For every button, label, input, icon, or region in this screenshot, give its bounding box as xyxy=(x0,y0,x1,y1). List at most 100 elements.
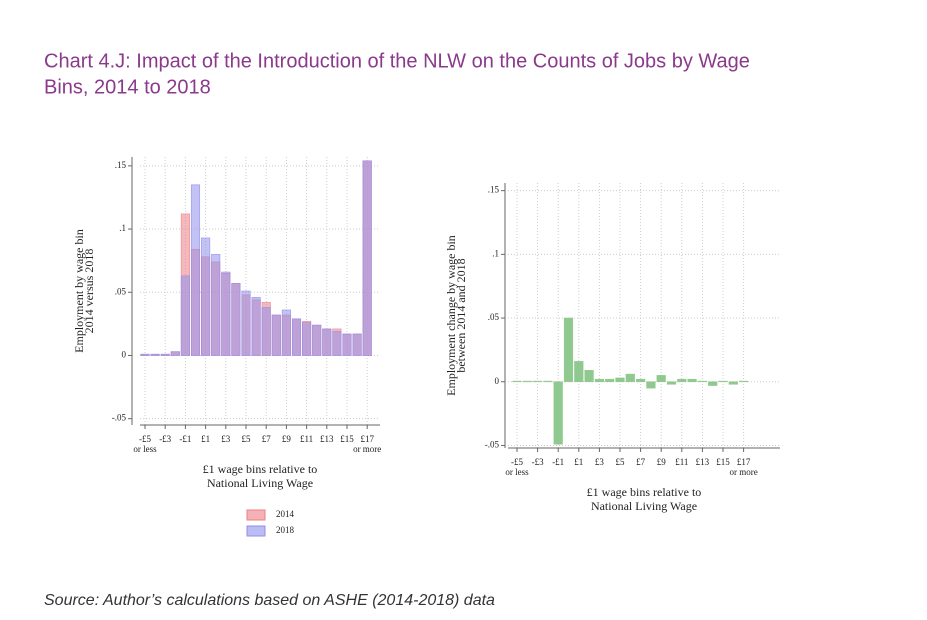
source: Source: Author’s calculations based on A… xyxy=(44,592,495,609)
x-axis-label: National Living Wage xyxy=(207,476,313,490)
bar xyxy=(615,377,625,383)
x-note: or more xyxy=(729,467,757,477)
bar xyxy=(291,318,302,356)
bar xyxy=(728,381,738,385)
bar xyxy=(362,160,372,356)
x-tick-label: -£3 xyxy=(159,434,171,444)
x-tick-label: £1 xyxy=(574,457,583,467)
bar xyxy=(302,322,312,356)
y-tick-label: .05 xyxy=(488,312,500,322)
bar xyxy=(211,254,221,356)
bar xyxy=(241,290,251,356)
bar xyxy=(738,380,749,383)
bar xyxy=(697,380,708,383)
y-tick-label: .1 xyxy=(119,223,126,233)
x-tick-label: £15 xyxy=(340,434,354,444)
bar xyxy=(170,351,180,356)
bar xyxy=(312,324,322,356)
x-note: or less xyxy=(133,444,157,454)
bar xyxy=(677,378,687,383)
bar xyxy=(231,283,241,356)
x-tick-label: £1 xyxy=(201,434,210,444)
y-tick-label: .05 xyxy=(115,286,127,296)
bar xyxy=(574,361,584,383)
x-axis-label: £1 wage bins relative to xyxy=(203,462,318,476)
legend-label: 2014 xyxy=(276,509,295,519)
bar xyxy=(646,381,656,389)
bar xyxy=(666,381,677,385)
legend-label: 2018 xyxy=(276,525,295,535)
x-tick-label: -£5 xyxy=(511,457,523,467)
bar xyxy=(221,271,231,356)
x-axis-label: £1 wage bins relative to xyxy=(587,485,702,499)
bar xyxy=(160,353,170,356)
bar xyxy=(251,297,261,356)
y-tick-label: -.05 xyxy=(485,440,500,450)
x-note: or more xyxy=(353,444,381,454)
bar xyxy=(271,314,281,356)
bar xyxy=(625,373,635,383)
y-axis-label: Employment change by wage bin xyxy=(444,235,458,396)
bar xyxy=(522,380,532,383)
x-tick-label: £11 xyxy=(300,434,313,444)
x-tick-label: £7 xyxy=(262,434,272,444)
legend-swatch xyxy=(246,509,266,521)
bar xyxy=(150,353,160,356)
bar xyxy=(322,328,332,356)
bar xyxy=(594,378,605,383)
y-tick-label: 0 xyxy=(122,350,127,360)
bar xyxy=(342,333,352,356)
x-tick-label: £11 xyxy=(675,457,688,467)
x-tick-label: £15 xyxy=(716,457,730,467)
x-tick-label: £17 xyxy=(737,457,751,467)
x-tick-label: £3 xyxy=(595,457,605,467)
x-note: or less xyxy=(505,467,529,477)
bar xyxy=(584,369,594,383)
x-tick-label: -£1 xyxy=(552,457,564,467)
x-tick-label: £9 xyxy=(657,457,667,467)
bar xyxy=(635,378,646,383)
bar xyxy=(708,381,718,386)
x-tick-label: £13 xyxy=(320,434,334,444)
bar xyxy=(201,237,211,356)
y-axis-label: between 2014 and 2018 xyxy=(454,258,468,372)
x-tick-label: £7 xyxy=(636,457,646,467)
bar xyxy=(605,378,615,383)
x-tick-label: £3 xyxy=(221,434,231,444)
legend-swatch xyxy=(246,525,266,537)
bar xyxy=(656,375,666,383)
y-axis-label: Employment by wage bin xyxy=(72,229,86,353)
x-tick-label: -£3 xyxy=(532,457,544,467)
x-tick-label: £9 xyxy=(282,434,292,444)
bar xyxy=(687,378,697,383)
y-axis-label: 2014 versus 2018 xyxy=(82,249,96,334)
bar xyxy=(180,275,190,356)
bar xyxy=(563,317,574,383)
y-tick-label: -.05 xyxy=(112,413,127,423)
y-tick-label: 0 xyxy=(495,376,500,386)
bar xyxy=(261,307,271,356)
bar xyxy=(718,380,728,383)
bar xyxy=(553,381,563,445)
bar xyxy=(543,380,553,383)
x-tick-label: £5 xyxy=(242,434,252,444)
bar xyxy=(281,309,291,356)
x-tick-label: £5 xyxy=(616,457,626,467)
x-tick-label: -£1 xyxy=(179,434,191,444)
x-axis-label: National Living Wage xyxy=(591,499,697,513)
page-title: Bins, 2014 to 2018 xyxy=(44,76,211,98)
bar xyxy=(352,333,362,356)
bar xyxy=(332,331,342,356)
y-tick-label: .1 xyxy=(492,248,499,258)
x-tick-label: £13 xyxy=(696,457,710,467)
x-tick-label: £17 xyxy=(360,434,374,444)
bar xyxy=(532,380,543,383)
bar xyxy=(140,353,150,356)
bar xyxy=(512,380,522,383)
x-tick-label: -£5 xyxy=(139,434,151,444)
page-title: Chart 4.J: Impact of the Introduction of… xyxy=(44,50,750,72)
y-tick-label: .15 xyxy=(488,185,500,195)
bar xyxy=(190,184,201,356)
y-tick-label: .15 xyxy=(115,160,127,170)
